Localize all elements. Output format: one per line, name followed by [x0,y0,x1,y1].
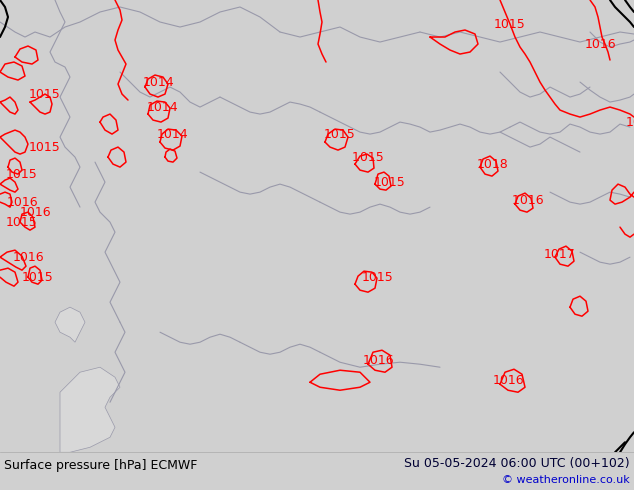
Text: 1015: 1015 [29,88,61,100]
Text: 1​015: 1​015 [352,150,384,164]
Text: 1014: 1014 [146,100,178,114]
Text: 1015: 1015 [374,175,406,189]
Text: 1015: 1015 [362,270,394,284]
Text: 1016: 1016 [19,206,51,219]
Text: 1015: 1015 [324,127,356,141]
Text: 1018: 1018 [477,158,509,171]
Text: 1015: 1015 [6,216,38,229]
Text: 1016: 1016 [584,38,616,50]
Text: Surface pressure [hPa] ECMWF: Surface pressure [hPa] ECMWF [4,459,197,472]
Text: 1015: 1015 [22,270,54,284]
Text: 1015: 1015 [6,168,38,181]
Polygon shape [55,307,85,342]
Text: 1016: 1016 [362,354,394,367]
Text: 1014: 1014 [156,127,188,141]
Text: 1016: 1016 [12,251,44,264]
Text: 1015: 1015 [29,141,61,153]
Text: 1015: 1015 [494,18,526,30]
Text: 1016: 1016 [6,196,38,209]
Text: 1014: 1014 [142,75,174,89]
Text: 1016: 1016 [492,374,524,387]
Text: 10: 10 [626,116,634,128]
Polygon shape [60,367,120,452]
Text: © weatheronline.co.uk: © weatheronline.co.uk [502,475,630,485]
Text: Su 05-05-2024 06:00 UTC (00+102): Su 05-05-2024 06:00 UTC (00+102) [404,457,630,470]
Text: 1016​: 1016​ [512,194,544,207]
Text: 1017: 1017 [544,247,576,261]
